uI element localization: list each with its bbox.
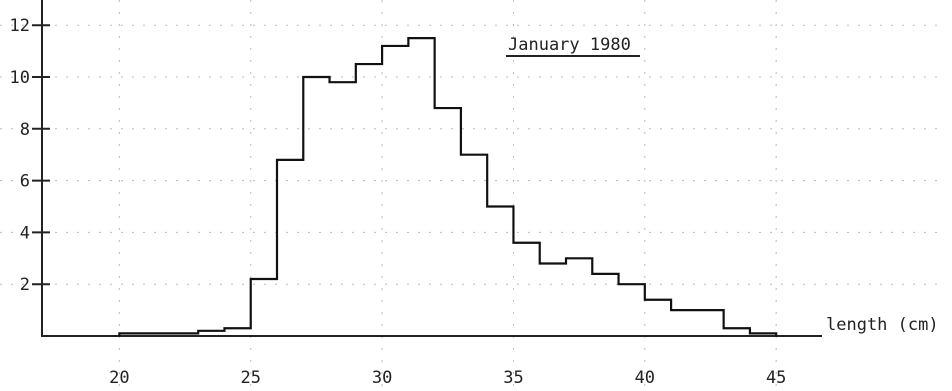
x-tick-labels: 20 25 30 35 40 45	[109, 368, 786, 388]
y-tick-label: 12	[10, 16, 30, 36]
x-tick-label: 35	[503, 368, 523, 388]
histogram-outline	[118, 37, 778, 336]
x-tick-label: 25	[240, 368, 260, 388]
histogram-step-line	[118, 37, 778, 336]
y-tick-label: 8	[20, 120, 30, 140]
axes	[32, 0, 822, 337]
x-tick-label: 20	[109, 368, 129, 388]
y-tick-label: 4	[20, 223, 30, 243]
y-tick-label: 10	[10, 68, 30, 88]
y-tick-label: 6	[20, 172, 30, 192]
x-tick-label: 40	[635, 368, 655, 388]
x-tick-label: 45	[766, 368, 786, 388]
y-tick-labels: 2 4 6 8 10 12	[10, 16, 30, 295]
x-tick-label: 30	[372, 368, 392, 388]
y-tick-label: 2	[20, 275, 30, 295]
x-axis-label: length (cm)	[826, 315, 939, 335]
chart-title: January 1980	[508, 35, 631, 55]
